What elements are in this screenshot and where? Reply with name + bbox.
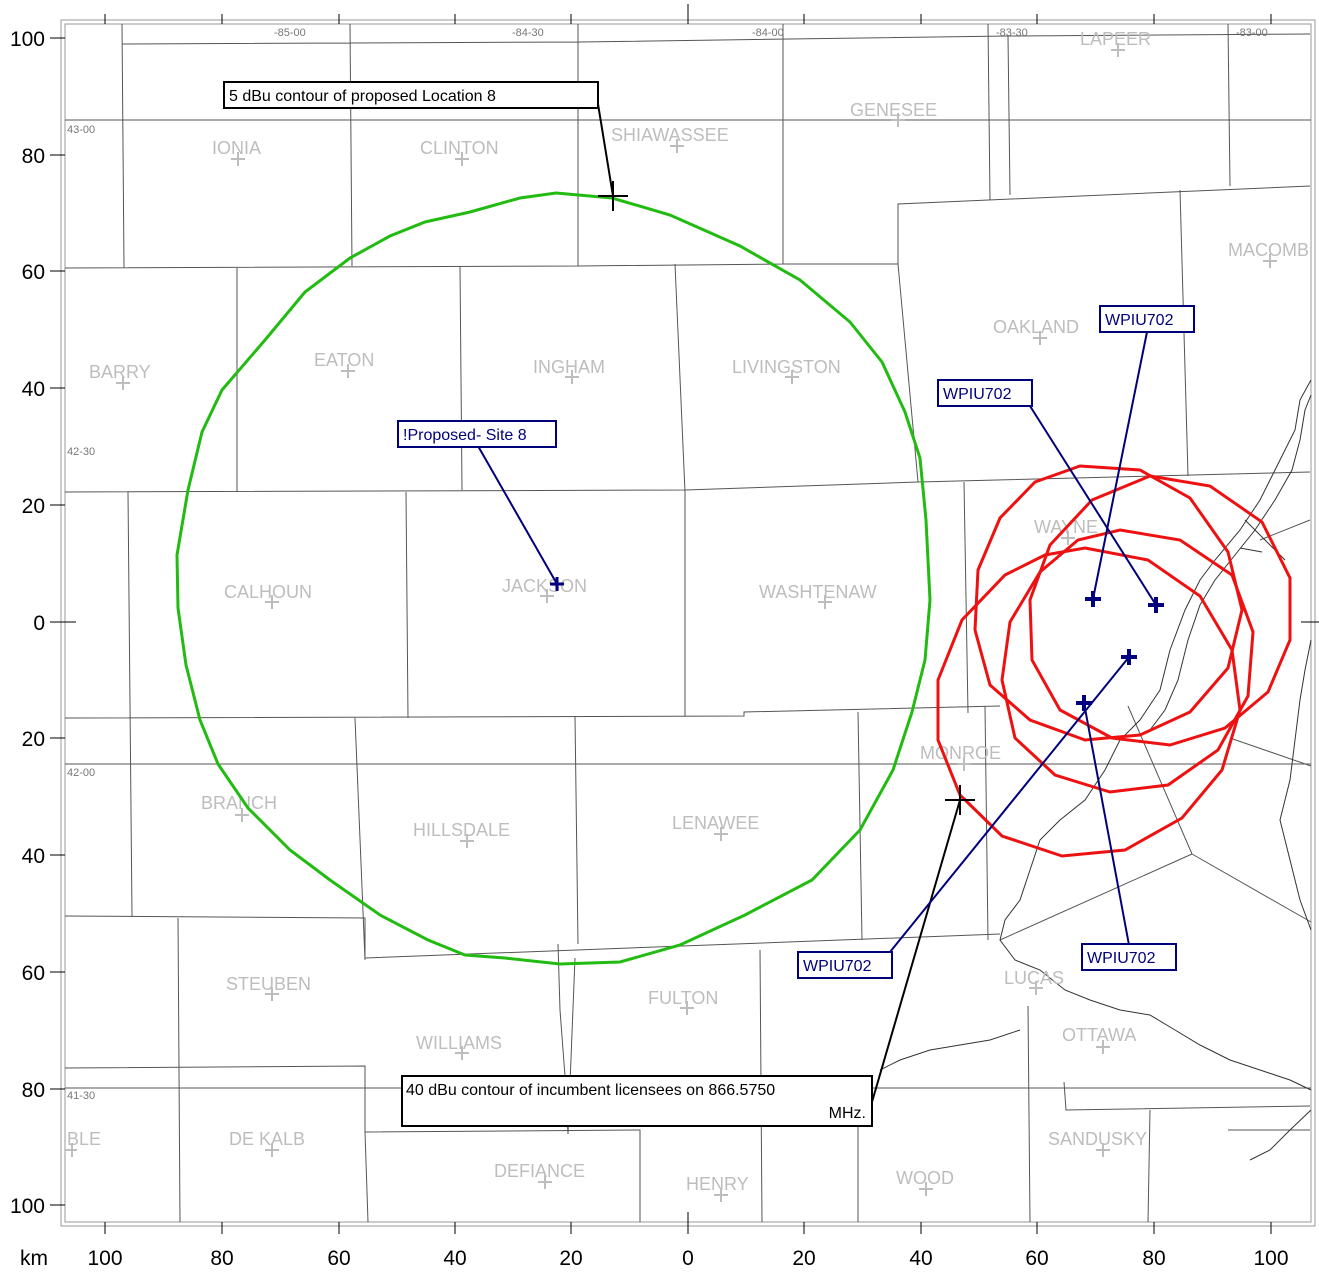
- map-frame-outer: [60, 19, 1316, 1227]
- proposed-contour-5dbu: [175, 191, 932, 966]
- y-tick-label: 80: [22, 1079, 45, 1102]
- county-label: IONIA: [212, 138, 261, 158]
- lat-label-1: 43-00: [67, 124, 95, 136]
- county-label: BRANCH: [201, 793, 277, 813]
- licensee-callout-box: [1099, 305, 1195, 333]
- y-tick-label: 40: [22, 378, 45, 401]
- incumbent-contours-40dbu: [936, 464, 1292, 858]
- incumbent-callout-box: [401, 1075, 873, 1127]
- county-label: LENAWEE: [672, 813, 759, 833]
- lon-label-1: -85-00: [274, 27, 306, 39]
- licensee-callout-text: WPIU702: [1087, 950, 1156, 967]
- county-label: EATON: [314, 350, 374, 370]
- county-label: CLINTON: [420, 138, 499, 158]
- x-axis-unit: km: [20, 1247, 48, 1270]
- county-label: SHIAWASSEE: [611, 125, 729, 145]
- incumbent-callout-line1: 40 dBu contour of incumbent licensees on…: [406, 1082, 775, 1099]
- incumbent-contour-c: [1000, 528, 1255, 794]
- county-label: LUCAS: [1004, 968, 1064, 988]
- y-tick-label: 100: [10, 28, 45, 51]
- y-tick-label: 0: [33, 612, 45, 635]
- x-tick-label: 100: [1253, 1247, 1288, 1270]
- x-axis-labels: km 100 80 60 40 20 0 20 40 60 80 100: [20, 1247, 1289, 1270]
- county-label: BARRY: [89, 362, 151, 382]
- county-label: OTTAWA: [1062, 1025, 1136, 1045]
- county-label: OAKLAND: [993, 317, 1079, 337]
- y-tick-label: 80: [22, 145, 45, 168]
- y-tick-label: 100: [10, 1195, 45, 1218]
- y-axis-labels: 100 80 60 40 20 0 20 40 60 80 100: [10, 28, 45, 1218]
- y-tick-label: 20: [22, 495, 45, 518]
- contour-point-markers: [598, 181, 975, 815]
- lon-label-4: -83-30: [996, 27, 1028, 39]
- licensee-callout-box: [1081, 943, 1177, 971]
- county-label: DE KALB: [229, 1129, 305, 1149]
- licensee-callout-text: WPIU702: [1105, 312, 1174, 329]
- licensee-callout-box: [937, 379, 1033, 407]
- lon-label-5: -83-00: [1236, 27, 1268, 39]
- incumbent-contour-b: [1028, 474, 1292, 747]
- proposed-site-callout-box: [397, 420, 557, 448]
- licensee-callout-box: [797, 951, 893, 979]
- proposed-contour-callout-box: [223, 81, 599, 109]
- county-labels: LAPEER GENESEE SHIAWASSEE CLINTON IONIA …: [67, 29, 1309, 1194]
- county-label: STEUBEN: [226, 974, 311, 994]
- x-tick-label: 0: [682, 1247, 694, 1270]
- county-label: GENESEE: [850, 100, 937, 120]
- x-tick-label: 80: [210, 1247, 233, 1270]
- x-tick-label: 20: [559, 1247, 582, 1270]
- x-tick-label: 60: [1025, 1247, 1048, 1270]
- graticule-labels: -85-00 -84-30 -84-00 -83-30 -83-00 43-00…: [67, 27, 1268, 1102]
- county-label: MONROE: [920, 743, 1001, 763]
- x-tick-label: 20: [792, 1247, 815, 1270]
- county-label: FULTON: [648, 988, 718, 1008]
- county-label: CALHOUN: [224, 582, 312, 602]
- lat-label-3: 42-00: [67, 767, 95, 779]
- x-tick-label: 100: [87, 1247, 122, 1270]
- shoreline: [879, 379, 1312, 1161]
- county-label: WILLIAMS: [416, 1033, 502, 1053]
- y-tick-label: 20: [22, 728, 45, 751]
- lat-label-2: 42-30: [67, 446, 95, 458]
- county-label: HENRY: [686, 1174, 749, 1194]
- county-label: LIVINGSTON: [732, 357, 841, 377]
- lon-label-3: -84-00: [752, 27, 784, 39]
- county-label: LAPEER: [1080, 29, 1151, 49]
- county-label: INGHAM: [533, 357, 605, 377]
- county-label: DEFIANCE: [494, 1161, 585, 1181]
- leader-lines: [477, 103, 1157, 1103]
- county-centroid-markers: [65, 43, 1277, 1202]
- county-label: SANDUSKY: [1048, 1129, 1147, 1149]
- county-label: HILLSDALE: [413, 820, 510, 840]
- x-tick-label: 80: [1142, 1247, 1165, 1270]
- axis-ticks: [50, 4, 1319, 1234]
- licensee-callout-text: WPIU702: [943, 386, 1012, 403]
- lon-label-2: -84-30: [512, 27, 544, 39]
- callouts: 5 dBu contour of proposed Location 8 !Pr…: [223, 81, 1195, 1127]
- licensee-callout-text: WPIU702: [803, 958, 872, 975]
- x-tick-label: 40: [909, 1247, 932, 1270]
- county-label: WOOD: [896, 1168, 954, 1188]
- county-label: WASHTENAW: [759, 582, 877, 602]
- county-label: MACOMB: [1228, 240, 1309, 260]
- y-tick-label: 60: [22, 261, 45, 284]
- proposed-site-callout-text: !Proposed- Site 8: [403, 427, 527, 444]
- incumbent-callout-line2: MHz.: [829, 1105, 866, 1122]
- lat-label-4: 41-30: [67, 1090, 95, 1102]
- county-label: BLE: [67, 1129, 101, 1149]
- incumbent-contour-a: [973, 464, 1244, 742]
- county-label: JACKSON: [502, 576, 587, 596]
- x-tick-label: 40: [443, 1247, 466, 1270]
- proposed-contour-callout-text: 5 dBu contour of proposed Location 8: [229, 88, 496, 105]
- y-tick-label: 40: [22, 845, 45, 868]
- x-tick-label: 60: [327, 1247, 350, 1270]
- y-tick-label: 60: [22, 962, 45, 985]
- incumbent-contour-d: [936, 546, 1242, 858]
